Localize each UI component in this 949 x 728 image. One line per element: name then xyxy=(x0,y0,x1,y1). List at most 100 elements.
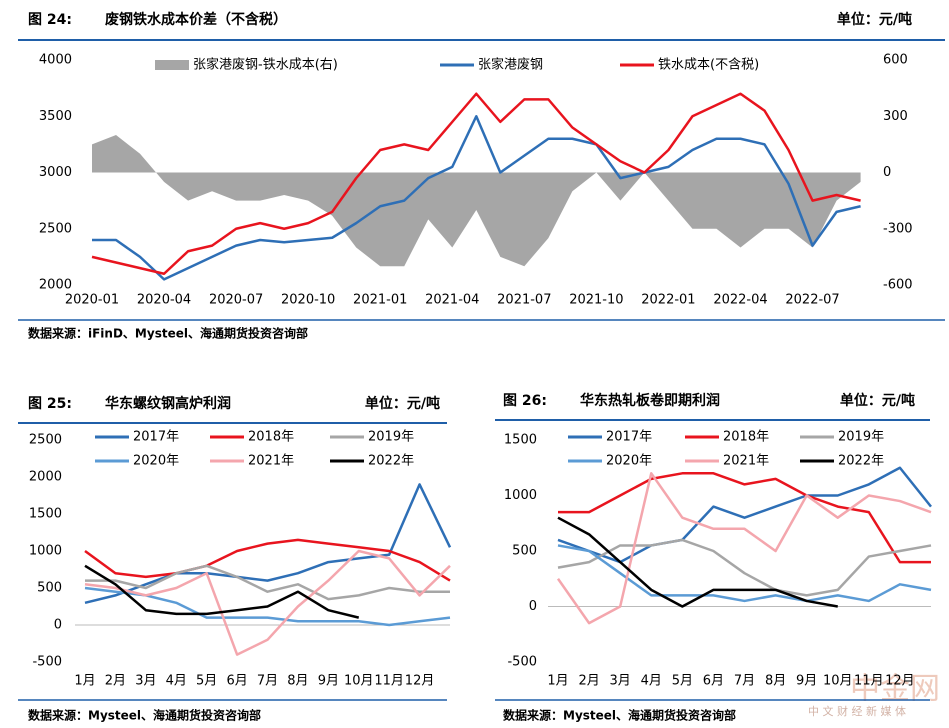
x-tick-label: 10月 xyxy=(823,674,853,689)
x-tick-label: 2020-01 xyxy=(65,293,119,308)
series-line xyxy=(557,516,838,608)
x-tick-label: 2020-04 xyxy=(137,293,191,308)
y-tick-label: 2000 xyxy=(29,470,62,485)
legend-label: 2018年 xyxy=(248,430,294,445)
legend-label: 张家港废钢 xyxy=(478,57,543,73)
y2-tick-label: 600 xyxy=(883,53,908,68)
x-tick-label: 7月 xyxy=(257,674,278,689)
legend-label: 2018年 xyxy=(723,430,769,445)
x-tick-label: 2020-07 xyxy=(209,293,263,308)
y-tick-label: 1000 xyxy=(29,544,62,559)
x-tick-label: 4月 xyxy=(166,674,187,689)
series-line xyxy=(557,538,932,597)
x-tick-label: 11月 xyxy=(854,674,884,689)
y2-tick-label: -600 xyxy=(883,278,913,293)
series-line xyxy=(84,549,451,656)
x-tick-label: 9月 xyxy=(796,674,817,689)
figure-label: 图 24: xyxy=(28,12,72,28)
y-tick-label: 1500 xyxy=(504,433,537,448)
x-tick-label: 2021-10 xyxy=(569,293,623,308)
x-tick-label: 12月 xyxy=(885,674,915,689)
series-line xyxy=(91,92,861,275)
x-tick-label: 8月 xyxy=(287,674,308,689)
legend-label: 2021年 xyxy=(723,454,769,469)
x-tick-label: 10月 xyxy=(344,674,374,689)
x-tick-label: 2021-04 xyxy=(425,293,479,308)
series-line xyxy=(556,472,932,625)
x-tick-label: 2021-07 xyxy=(497,293,551,308)
x-tick-label: 11月 xyxy=(374,674,404,689)
unit-label: 单位：元/吨 xyxy=(365,395,440,412)
watermark-tagline: 中 文 财 经 新 媒 体 xyxy=(808,704,906,718)
y-tick-label: 2500 xyxy=(39,221,72,236)
y-tick-label: 0 xyxy=(54,618,62,633)
x-tick-label: 2月 xyxy=(105,674,126,689)
legend-label: 2021年 xyxy=(248,454,294,469)
series-line xyxy=(558,472,931,564)
y-tick-label: 500 xyxy=(37,581,62,596)
legend-label: 2017年 xyxy=(133,430,179,445)
x-tick-label: 6月 xyxy=(226,674,247,689)
y-tick-label: 3500 xyxy=(39,109,72,124)
y-tick-label: 2500 xyxy=(29,433,62,448)
x-tick-label: 1月 xyxy=(74,674,95,689)
y-tick-label: 1500 xyxy=(29,507,62,522)
x-tick-label: 2022-01 xyxy=(641,293,695,308)
x-tick-label: 4月 xyxy=(641,674,662,689)
y-tick-label: 500 xyxy=(512,544,537,559)
x-tick-label: 5月 xyxy=(196,674,217,689)
unit-label: 单位：元/吨 xyxy=(837,11,912,28)
legend-label: 2022年 xyxy=(368,454,414,469)
x-tick-label: 5月 xyxy=(672,674,693,689)
series-line xyxy=(557,544,932,603)
chart-title: 废钢铁水成本价差（不含税） xyxy=(105,11,287,28)
source-note: 数据来源：Mysteel、海通期货投资咨询部 xyxy=(503,708,736,723)
figure-label: 图 26: xyxy=(503,393,547,409)
x-tick-label: 1月 xyxy=(547,674,568,689)
x-tick-label: 12月 xyxy=(405,674,435,689)
series-line xyxy=(92,115,861,281)
source-note: 数据来源：iFinD、Mysteel、海通期货投资咨询部 xyxy=(28,326,308,341)
legend-label: 2022年 xyxy=(838,454,884,469)
x-tick-label: 2022-04 xyxy=(713,293,767,308)
legend-label: 2019年 xyxy=(368,430,414,445)
figure-label: 图 25: xyxy=(28,396,72,412)
chart-title: 华东螺纹钢高炉利润 xyxy=(105,395,231,412)
legend-label: 2020年 xyxy=(133,454,179,469)
series-line xyxy=(85,564,450,601)
y-tick-label: -500 xyxy=(32,655,62,670)
series-line xyxy=(84,564,360,619)
source-note: 数据来源：Mysteel、海通期货投资咨询部 xyxy=(28,708,261,723)
legend-label: 2019年 xyxy=(838,430,884,445)
legend-label: 2017年 xyxy=(606,430,652,445)
unit-label: 单位：元/吨 xyxy=(840,392,915,409)
legend-label: 铁水成本(不含税) xyxy=(658,57,759,73)
x-tick-label: 7月 xyxy=(734,674,755,689)
legend-label: 张家港废钢-铁水成本(右) xyxy=(193,57,338,73)
x-tick-label: 2021-01 xyxy=(353,293,407,308)
y-tick-label: 1000 xyxy=(504,488,537,503)
x-tick-label: 3月 xyxy=(610,674,631,689)
area xyxy=(92,135,861,267)
legend-swatch xyxy=(155,60,189,70)
series-line xyxy=(84,483,452,605)
y-tick-label: 4000 xyxy=(39,53,72,68)
chart-title: 华东热轧板卷即期利润 xyxy=(580,392,720,409)
x-tick-label: 2020-10 xyxy=(281,293,335,308)
series-line xyxy=(84,538,451,582)
legend-label: 2020年 xyxy=(606,454,652,469)
x-tick-label: 8月 xyxy=(765,674,786,689)
x-tick-label: 9月 xyxy=(318,674,339,689)
y-tick-label: 0 xyxy=(529,599,537,614)
y-tick-label: 3000 xyxy=(39,165,72,180)
y2-tick-label: 300 xyxy=(883,109,908,124)
x-tick-label: 3月 xyxy=(135,674,156,689)
x-tick-label: 2月 xyxy=(578,674,599,689)
y-tick-label: 2000 xyxy=(39,278,72,293)
y2-tick-label: -300 xyxy=(883,221,913,236)
x-tick-label: 6月 xyxy=(703,674,724,689)
y2-tick-label: 0 xyxy=(883,165,891,180)
y-tick-label: -500 xyxy=(507,655,537,670)
